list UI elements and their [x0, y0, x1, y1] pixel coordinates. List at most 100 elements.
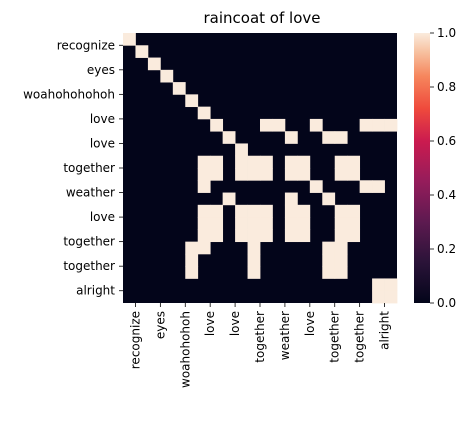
- y-tick-labels: recognize eyes woahohohohoh love love togethe…: [23, 38, 123, 298]
- heatmap-cell: [160, 69, 174, 83]
- colorbar-ticks: 0.0 0.2 0.4 0.6 0.8 1.0: [430, 26, 456, 310]
- x-tick-label: recognize: [128, 311, 142, 369]
- y-tick-label: woahohohohoh: [23, 87, 115, 101]
- heatmap-cell: [334, 155, 348, 169]
- heatmap-cell: [347, 168, 361, 181]
- colorbar-tick-label: 0.4: [437, 188, 456, 202]
- y-tick-label: together: [63, 235, 115, 249]
- y-tick-label: love: [90, 210, 115, 224]
- heatmap-cell: [260, 168, 273, 181]
- heatmap-cell: [247, 229, 261, 243]
- heatmap-cell: [284, 192, 298, 206]
- heatmap-cell: [197, 155, 211, 169]
- heatmap-cell: [260, 118, 273, 132]
- heatmap-cell: [284, 155, 298, 169]
- heatmap-cell: [347, 229, 361, 243]
- heatmap-cell: [210, 217, 224, 230]
- x-tick-label: alright: [378, 311, 392, 350]
- heatmap-cell: [260, 229, 273, 243]
- heatmap-cell: [235, 204, 248, 218]
- heatmap-cell: [247, 155, 261, 169]
- heatmap-cell: [123, 33, 136, 46]
- heatmap-cell: [197, 168, 211, 181]
- heatmap-cell: [297, 204, 311, 218]
- heatmap-cell: [197, 229, 211, 243]
- heatmap-cell: [247, 168, 261, 181]
- heatmap-cell: [334, 266, 348, 279]
- x-tick-labels: recognize eyes woahohohoh love love together w…: [128, 303, 392, 388]
- y-tick-label: recognize: [57, 38, 115, 52]
- chart-title: raincoat of love: [204, 9, 321, 27]
- heatmap-cell: [309, 180, 323, 193]
- heatmap-cell: [235, 155, 248, 169]
- heatmap-cell: [235, 168, 248, 181]
- heatmap-cell: [334, 253, 348, 267]
- heatmap-cell: [309, 118, 323, 132]
- heatmap-cell: [210, 168, 224, 181]
- x-tick-label: together: [253, 311, 267, 363]
- heatmap-cell: [247, 217, 261, 230]
- heatmap-cell: [359, 180, 373, 193]
- heatmap-cell: [284, 229, 298, 243]
- x-tick-label: weather: [278, 311, 292, 360]
- heatmap-cell: [197, 241, 211, 255]
- heatmap-cell: [284, 131, 298, 144]
- heatmap-cell: [334, 229, 348, 243]
- x-tick-label: together: [353, 311, 367, 363]
- heatmap-cell: [247, 241, 261, 255]
- heatmap-cell: [384, 278, 398, 292]
- heatmap-cell: [322, 131, 336, 144]
- colorbar-tick-label: 0.6: [437, 134, 456, 148]
- heatmap-cells: [123, 33, 398, 304]
- heatmap-cell: [210, 118, 224, 132]
- heatmap-cell: [260, 217, 273, 230]
- heatmap-cell: [235, 143, 248, 157]
- heatmap-cell: [322, 241, 336, 255]
- heatmap-cell: [210, 229, 224, 243]
- colorbar-tick-label: 0.0: [437, 296, 456, 310]
- heatmap-cell: [297, 217, 311, 230]
- heatmap-cell: [322, 253, 336, 267]
- heatmap-cell: [372, 118, 385, 132]
- heatmap-cell: [347, 155, 361, 169]
- heatmap-cell: [235, 229, 248, 243]
- heatmap-cell: [185, 94, 199, 108]
- heatmap-cell: [334, 217, 348, 230]
- heatmap-cell: [222, 131, 236, 144]
- heatmap-cell: [347, 204, 361, 218]
- heatmap-cell: [185, 241, 199, 255]
- heatmap-cell: [359, 118, 373, 132]
- colorbar-tick-label: 0.8: [437, 80, 456, 94]
- heatmap-cell: [334, 241, 348, 255]
- x-tick-label: love: [303, 311, 317, 336]
- heatmap-cell: [260, 204, 273, 218]
- heatmap-cell: [135, 45, 149, 58]
- heatmap-cell: [235, 217, 248, 230]
- heatmap-cell: [247, 204, 261, 218]
- x-tick-label: together: [328, 311, 342, 363]
- heatmap-cell: [185, 266, 199, 279]
- heatmap-cell: [197, 180, 211, 193]
- heatmap-cell: [297, 168, 311, 181]
- heatmap-cell: [384, 290, 398, 304]
- y-tick-label: weather: [66, 186, 115, 200]
- heatmap-cell: [197, 106, 211, 120]
- heatmap-cell: [384, 118, 398, 132]
- heatmap-cell: [284, 168, 298, 181]
- heatmap-cell: [147, 57, 161, 71]
- y-tick-label: eyes: [87, 63, 115, 77]
- heatmap-cell: [297, 229, 311, 243]
- heatmap-cell: [322, 192, 336, 206]
- y-tick-label: together: [63, 259, 115, 273]
- heatmap-cell: [272, 118, 286, 132]
- x-tick-label: eyes: [153, 311, 167, 339]
- heatmap-cell: [372, 290, 385, 304]
- x-tick-label: love: [203, 311, 217, 336]
- heatmap-cell: [222, 192, 236, 206]
- heatmap-cell: [260, 155, 273, 169]
- heatmap-cell: [197, 217, 211, 230]
- heatmap-cell: [334, 168, 348, 181]
- heatmap-cell: [172, 82, 186, 95]
- colorbar-tick-label: 1.0: [437, 26, 456, 40]
